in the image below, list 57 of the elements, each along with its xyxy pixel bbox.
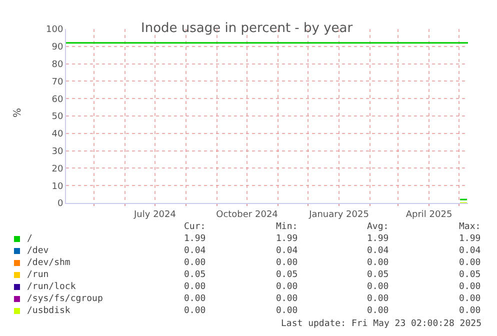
y-tick-label: 100 [46,25,64,36]
text: 0.05 [459,270,481,280]
text: 0.00 [367,306,389,316]
text: 0.00 [367,282,389,292]
x-tick-label: January 2025 [308,210,369,220]
text: 1.99 [459,234,481,244]
x-tick-label: October 2024 [216,210,278,220]
legend-label: /run [27,270,49,280]
text: Cur: [184,222,206,232]
legend-label: /run/lock [27,282,76,292]
chart-title: Inode usage in percent - by year [141,21,354,36]
text: 0.04 [459,246,481,256]
text: Max: [459,222,481,232]
text: 0.05 [184,270,206,280]
y-tick-label: 20 [52,164,64,174]
text: 0.00 [459,294,481,304]
text: 0.04 [367,246,389,256]
x-tick-label: April 2025 [406,210,452,220]
text: 1.99 [276,234,298,244]
legend-label: /usbdisk [27,306,71,316]
y-axis-title: % [12,108,24,118]
text: Avg: [367,222,389,232]
text: 1.99 [367,234,389,244]
text: 0.00 [459,306,481,316]
text: Last update: Fri May 23 02:00:28 2025 [281,319,482,329]
y-tick-label: 40 [52,130,64,140]
y-tick-label: 30 [52,146,64,157]
text: 0.00 [367,258,389,268]
text: 0.00 [184,306,206,316]
y-tick-label: 90 [52,42,64,53]
text: 0.00 [276,294,298,304]
text: 0.05 [276,270,298,280]
y-tick-label: 50 [52,112,64,122]
text: Min: [276,222,298,232]
x-tick-label: July 2024 [133,210,176,220]
legend-label: /sys/fs/cgroup [27,294,103,304]
text: 0.00 [276,306,298,316]
text: 0.00 [459,258,481,268]
text: 0.00 [459,282,481,292]
text: 0.00 [184,258,206,268]
text: 0.00 [184,282,206,292]
y-tick-label: 0 [57,199,64,210]
text: 0.00 [276,258,298,268]
y-tick-label: 10 [52,182,64,192]
text: 1.99 [184,234,206,244]
text: 0.05 [367,270,389,280]
legend-label: / [27,234,32,244]
y-tick-label: 80 [52,60,64,70]
text: 0.00 [367,294,389,304]
text: 0.00 [184,294,206,304]
legend-label: /dev [27,246,49,256]
text: 0.00 [276,282,298,292]
y-tick-label: 70 [52,77,64,88]
legend-label: /dev/shm [27,258,70,268]
y-tick-label: 60 [52,94,64,105]
text: 0.04 [184,246,206,256]
text: 0.04 [276,246,298,256]
